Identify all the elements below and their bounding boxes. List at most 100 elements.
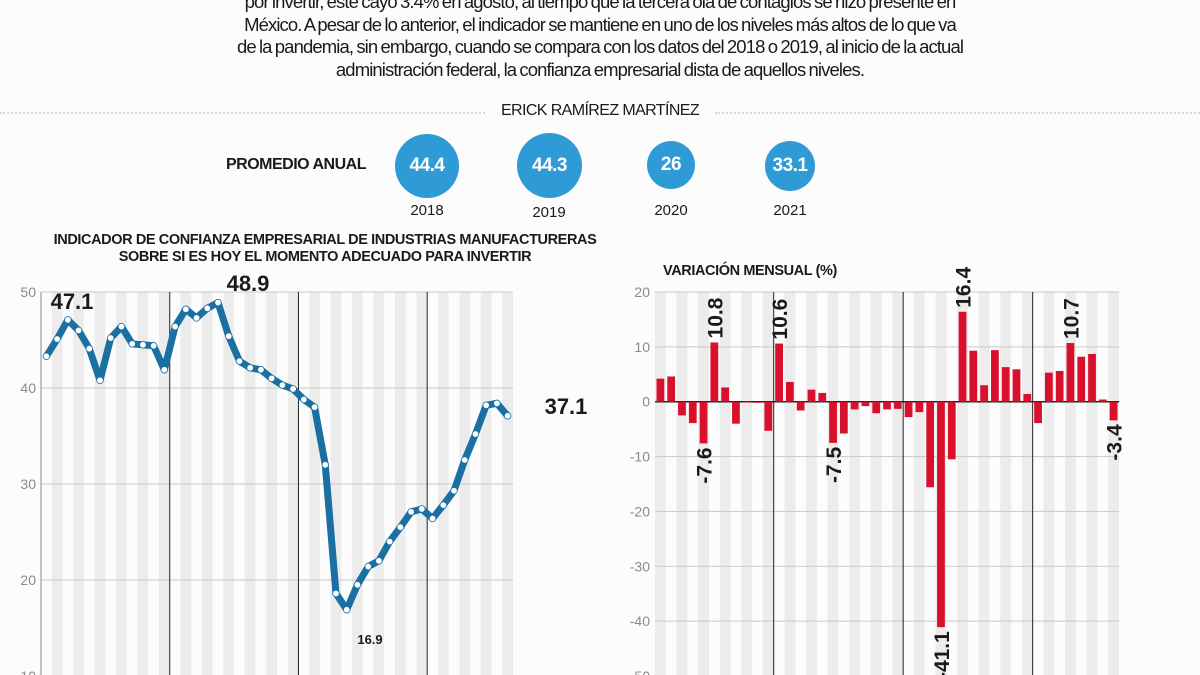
column-stripe <box>1108 292 1119 675</box>
average-circle-2020: 26 <box>647 141 695 189</box>
data-point <box>182 305 190 313</box>
y-tick-label: -50 <box>630 668 650 675</box>
data-point <box>171 322 179 331</box>
y-tick-label: 10 <box>634 339 650 355</box>
data-point <box>128 340 136 348</box>
column-stripe <box>913 292 925 675</box>
intro-line: administración federal, la confianza emp… <box>335 58 865 80</box>
bar <box>1066 343 1075 402</box>
data-point <box>96 376 104 385</box>
bar <box>710 342 719 402</box>
y-tick-label: -10 <box>630 449 650 465</box>
bar <box>818 392 827 402</box>
bar <box>807 389 816 402</box>
author-row: ERICK RAMÍREZ MARTÍNEZ <box>0 100 1200 124</box>
y-tick-label: -30 <box>630 558 650 574</box>
data-point <box>214 298 222 307</box>
data-label: 48.9 <box>227 271 270 296</box>
data-label: -3.4 <box>1104 424 1127 461</box>
data-point <box>396 523 405 531</box>
year-label: 2020 <box>654 202 688 219</box>
year-label: 2018 <box>410 202 444 219</box>
data-label: -7.5 <box>823 447 846 484</box>
data-point <box>235 357 244 365</box>
bar <box>678 401 686 416</box>
intro-line: México. A pesar de lo anterior, el indic… <box>244 13 957 35</box>
column-stripe <box>1086 292 1098 675</box>
column-stripe <box>806 292 817 675</box>
data-point <box>149 342 158 350</box>
data-point <box>310 403 319 411</box>
bar <box>915 401 924 413</box>
data-point <box>160 366 169 374</box>
bar <box>656 378 665 402</box>
column-stripe <box>1043 292 1055 675</box>
data-point <box>343 606 351 614</box>
y-tick-label: -40 <box>630 613 650 629</box>
y-tick-label: 20 <box>634 284 650 300</box>
data-point <box>450 487 458 495</box>
bar <box>850 401 859 410</box>
data-point <box>192 314 201 322</box>
column-stripe <box>762 292 774 675</box>
average-circle-2021: 33.1 <box>765 141 815 191</box>
column-stripe <box>978 292 990 675</box>
column-stripe <box>870 292 882 675</box>
year-label: 2019 <box>532 204 566 221</box>
column-stripe <box>698 292 709 675</box>
column-stripe <box>892 292 904 675</box>
bar <box>1077 356 1086 402</box>
data-point <box>332 589 340 598</box>
y-tick-label: 20 <box>20 572 36 588</box>
data-label: 16.4 <box>953 267 976 308</box>
bar <box>1023 394 1032 402</box>
data-point <box>225 332 233 340</box>
data-label: 10.7 <box>1060 298 1083 339</box>
intro-paragraph: por invertir, éste cayó 3.4% en agosto, … <box>150 0 1050 81</box>
data-label: -7.6 <box>694 447 717 483</box>
column-stripe <box>741 292 753 675</box>
data-point <box>482 401 490 409</box>
y-tick-label: 40 <box>20 380 36 396</box>
data-point <box>117 322 126 331</box>
data-point <box>267 374 276 383</box>
bar <box>937 401 945 628</box>
column-stripe <box>1000 292 1012 675</box>
y-tick-label: 0 <box>642 394 650 410</box>
bar <box>1109 401 1118 421</box>
data-point <box>257 366 265 374</box>
bar <box>1088 353 1096 402</box>
data-label: 16.9 <box>357 632 382 647</box>
average-circle-2018: 44.4 <box>395 134 459 198</box>
bar <box>947 401 956 460</box>
title-line: SOBRE SI ES HOY EL MOMENTO ADECUADO PARA… <box>118 249 532 265</box>
column-stripe <box>719 292 731 675</box>
bar <box>667 376 676 402</box>
divider-left <box>0 112 485 114</box>
data-label: 37.1 <box>545 394 588 419</box>
column-stripe <box>784 292 796 675</box>
bar <box>699 401 708 444</box>
data-label: 10.8 <box>704 297 727 338</box>
bar <box>1098 399 1107 402</box>
bar <box>1044 372 1053 402</box>
column-stripe <box>1021 292 1033 675</box>
bar <box>980 385 989 402</box>
data-point <box>471 430 480 438</box>
data-point <box>385 537 394 546</box>
intro-line: por invertir, éste cayó 3.4% en agosto, … <box>244 0 957 12</box>
data-point <box>493 399 501 408</box>
bar <box>764 401 773 431</box>
promedio-label: PROMEDIO ANUAL <box>226 156 366 173</box>
bar <box>861 401 870 407</box>
divider-right <box>715 112 1200 114</box>
bar <box>742 401 751 403</box>
bar <box>785 381 794 402</box>
y-tick-label: -20 <box>630 503 650 519</box>
data-point <box>461 456 469 464</box>
data-label: 10.6 <box>769 299 792 340</box>
bar-chart-title: VARIACIÓN MENSUAL (%) <box>663 263 837 279</box>
bar <box>1012 369 1021 402</box>
data-point <box>439 501 447 509</box>
